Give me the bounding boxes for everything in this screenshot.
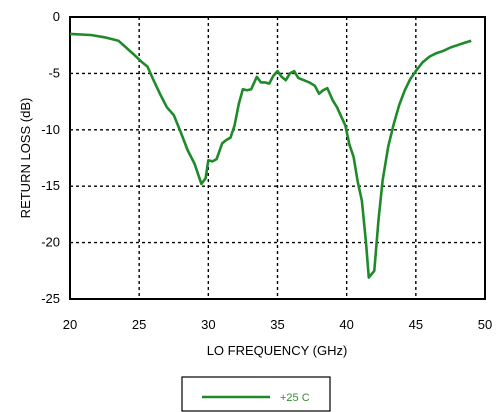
legend-label: +25 C — [280, 392, 310, 404]
x-tick-label: 20 — [63, 317, 77, 332]
x-tick-label: 40 — [339, 317, 353, 332]
x-tick-label: 30 — [201, 317, 215, 332]
y-tick-label: -5 — [48, 65, 60, 80]
x-tick-label: 25 — [132, 317, 146, 332]
y-tick-label: -20 — [41, 235, 60, 250]
x-tick-label: 50 — [478, 317, 492, 332]
x-tick-labels: 20 25 30 35 40 45 50 — [63, 317, 492, 332]
y-tick-label: -15 — [41, 178, 60, 193]
y-tick-labels: 0 -5 -10 -15 -20 -25 — [41, 9, 60, 306]
x-tick-label: 35 — [270, 317, 284, 332]
y-tick-label: -25 — [41, 291, 60, 306]
plot-frame — [69, 16, 486, 300]
y-tick-label: 0 — [53, 9, 60, 24]
x-axis-title: LO FREQUENCY (GHz) — [207, 343, 348, 358]
y-tick-label: -10 — [41, 122, 60, 137]
grid-lines — [70, 17, 485, 299]
legend: +25 C — [181, 376, 331, 412]
legend-box — [181, 376, 331, 412]
x-tick-label: 45 — [409, 317, 423, 332]
y-axis-title: RETURN LOSS (dB) — [18, 98, 33, 219]
data-points — [69, 33, 472, 278]
series-line-25c — [69, 32, 472, 279]
